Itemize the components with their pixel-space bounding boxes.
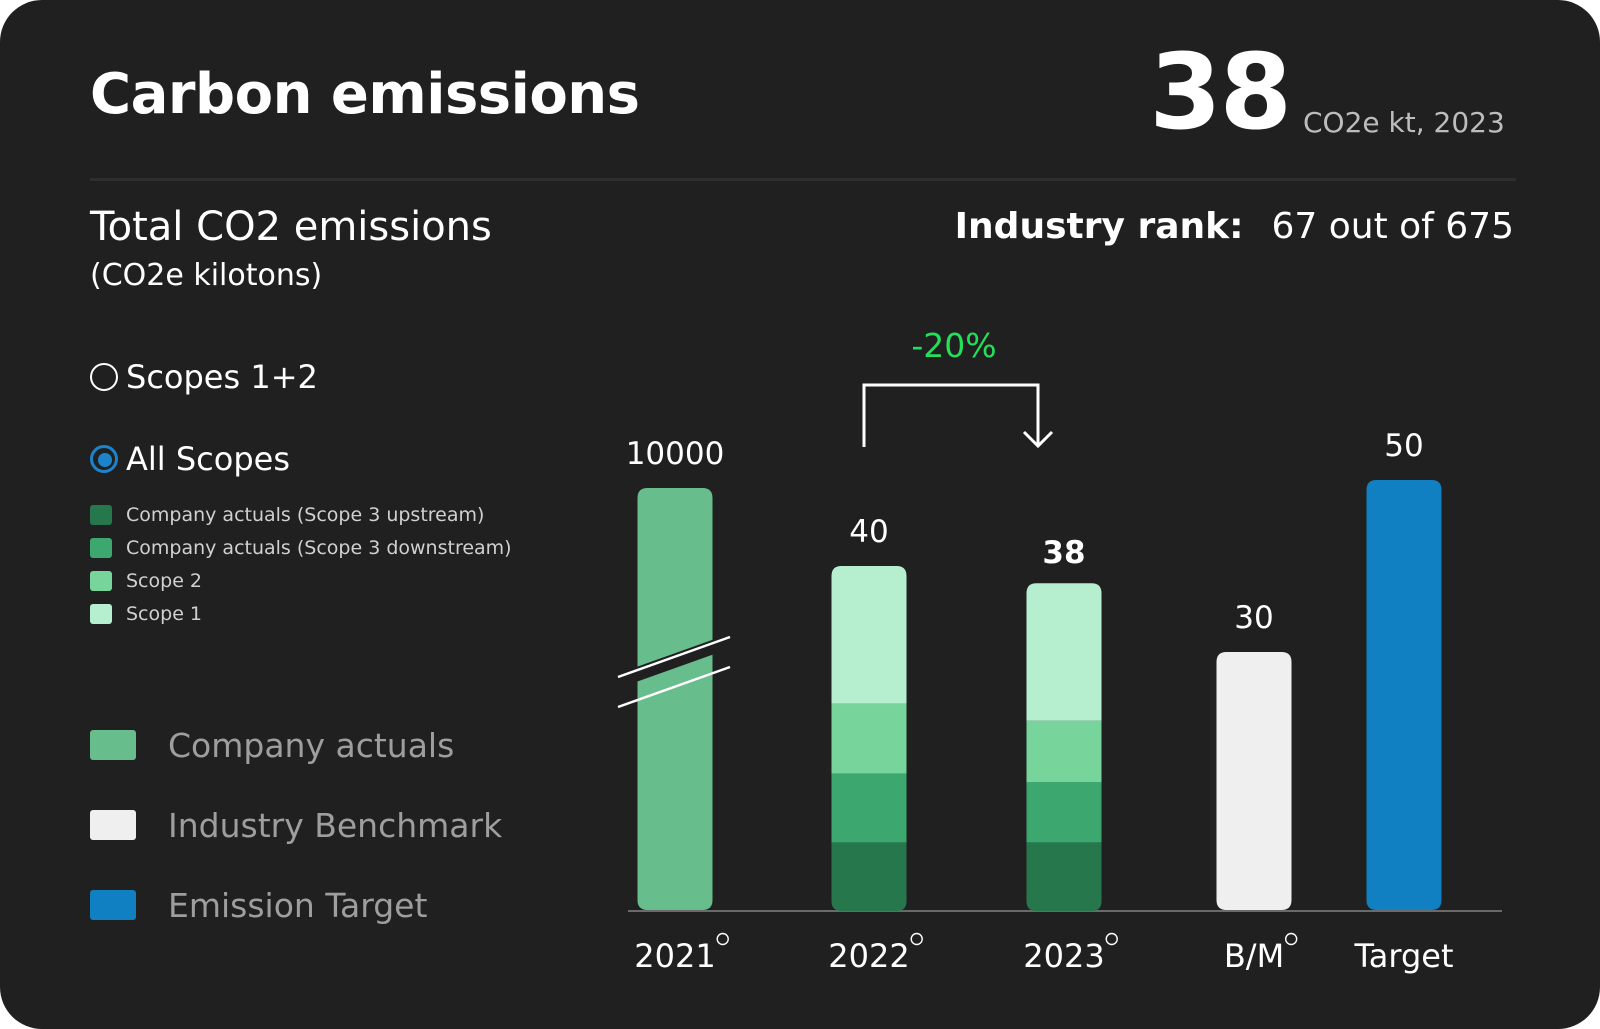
value-label-Target: 50 xyxy=(1384,428,1423,464)
radio-label: All Scopes xyxy=(126,440,290,478)
bar-segment-2023 xyxy=(1026,781,1102,843)
legend-item-scope1: Scope 1 xyxy=(90,597,512,630)
bar-2021 xyxy=(637,488,713,910)
axis-break-line xyxy=(617,635,731,679)
legend-label: Company actuals xyxy=(168,725,455,765)
registered-circle-icon xyxy=(1105,932,1118,946)
bar-segment-2022 xyxy=(831,772,907,843)
legend-item-scope3-upstream: Company actuals (Scope 3 upstream) xyxy=(90,498,512,531)
headline-value: 38 xyxy=(1149,31,1292,153)
legend-swatch xyxy=(90,537,112,558)
section-unit: (CO2e kilotons) xyxy=(90,258,323,293)
bar-segment-2022 xyxy=(831,841,907,911)
bar-segment-2023 xyxy=(1026,720,1102,782)
radio-scopes-1-2[interactable]: Scopes 1+2 xyxy=(90,358,318,396)
legend-swatch xyxy=(90,570,112,591)
radio-all-scopes[interactable]: All Scopes xyxy=(90,440,290,478)
x-tick-label-Target: Target xyxy=(1354,937,1454,975)
radio-unselected-icon[interactable] xyxy=(90,363,118,391)
registered-circle-icon xyxy=(716,932,729,946)
legend-item-scope2: Scope 2 xyxy=(90,564,512,597)
legend-swatch xyxy=(90,504,112,525)
radio-label: Scopes 1+2 xyxy=(126,358,318,396)
page-title: Carbon emissions xyxy=(90,62,640,127)
legend-label: Company actuals (Scope 3 downstream) xyxy=(126,536,512,559)
legend-item-industry-benchmark: Industry Benchmark xyxy=(90,785,502,865)
legend-label: Scope 1 xyxy=(126,602,203,625)
bar-segment-2023 xyxy=(1026,841,1102,911)
bar-segment-B/M xyxy=(1216,652,1292,910)
axis-break-line xyxy=(617,665,731,709)
change-annotation: -20% xyxy=(911,326,996,365)
x-tick-label-2022: 2022 xyxy=(828,937,909,975)
industry-rank-value: 67 out of 675 xyxy=(1271,206,1514,247)
x-tick-label-2021: 2021 xyxy=(634,937,715,975)
legend-label: Industry Benchmark xyxy=(168,805,503,845)
legend-item-emission-target: Emission Target xyxy=(90,865,502,945)
legend-swatch xyxy=(90,890,136,920)
value-label-2023: 38 xyxy=(1042,535,1085,571)
registered-circle-icon xyxy=(1284,932,1298,946)
bar-segment-Target xyxy=(1366,480,1442,910)
legend-item-company-actuals: Company actuals xyxy=(90,705,502,785)
bar-segment-2022 xyxy=(831,566,907,704)
x-tick-label-2023: 2023 xyxy=(1023,937,1104,975)
value-label-2021: 10000 xyxy=(626,436,725,472)
axis-break-gap xyxy=(615,634,733,688)
bar-segment-2022 xyxy=(831,703,907,774)
bar-segment-2023 xyxy=(1026,583,1102,721)
legend-item-scope3-downstream: Company actuals (Scope 3 downstream) xyxy=(90,531,512,564)
down-arrow-icon xyxy=(1022,430,1054,449)
divider xyxy=(90,178,1516,181)
legend-label: Company actuals (Scope 3 upstream) xyxy=(126,503,485,526)
headline-unit: CO2e kt, 2023 xyxy=(1303,106,1505,139)
legend-swatch xyxy=(90,810,136,840)
industry-rank: Industry rank: 67 out of 675 xyxy=(955,206,1514,247)
legend-label: Scope 2 xyxy=(126,569,203,592)
change-bracket xyxy=(862,383,1040,447)
main-legend: Company actuals Industry Benchmark Emiss… xyxy=(90,705,502,945)
legend-swatch xyxy=(90,603,112,624)
section-title: Total CO2 emissions xyxy=(90,204,492,250)
value-label-2022: 40 xyxy=(849,514,888,550)
registered-circle-icon xyxy=(910,932,923,946)
legend-swatch xyxy=(90,730,136,760)
scope-legend: Company actuals (Scope 3 upstream) Compa… xyxy=(90,498,512,630)
radio-selected-icon[interactable] xyxy=(90,445,118,473)
industry-rank-label: Industry rank: xyxy=(954,206,1244,247)
x-tick-label-B/M: B/M xyxy=(1224,937,1284,975)
legend-label: Emission Target xyxy=(168,885,428,925)
value-label-B/M: 30 xyxy=(1234,600,1273,636)
